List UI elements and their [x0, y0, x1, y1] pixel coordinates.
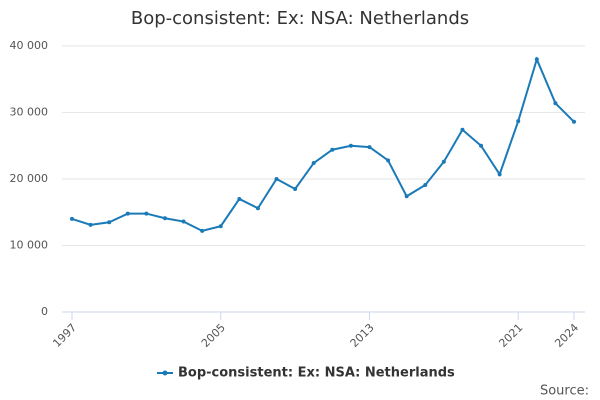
point	[534, 57, 539, 62]
point	[441, 159, 446, 164]
point	[572, 119, 576, 124]
point	[479, 143, 484, 148]
point	[516, 119, 521, 124]
point	[218, 224, 223, 229]
y-tick-label: 10 000	[10, 239, 49, 252]
source: Source:	[540, 384, 589, 399]
point	[255, 206, 260, 211]
point	[553, 101, 558, 106]
point	[70, 216, 74, 221]
y-tick-label: 20 000	[10, 172, 49, 185]
point	[144, 211, 149, 216]
point	[200, 228, 205, 233]
point	[330, 147, 335, 152]
y-tick-label: 30 000	[10, 106, 49, 119]
point	[367, 145, 372, 150]
point	[423, 182, 428, 187]
point	[181, 219, 186, 224]
point	[497, 172, 502, 177]
point	[460, 127, 465, 132]
point	[311, 161, 316, 166]
x-tick-label: 2024	[552, 321, 581, 350]
point	[293, 186, 298, 191]
legend-label: Bop-consistent: Ex: NSA: Netherlands	[178, 366, 455, 381]
point	[274, 177, 279, 181]
point	[162, 216, 167, 221]
legend-marker	[162, 370, 168, 376]
point	[125, 211, 130, 216]
y-tick-label: 0	[41, 305, 48, 318]
y-tick-label: 40 000	[10, 39, 49, 52]
point	[386, 158, 391, 163]
point	[88, 222, 93, 227]
x-tick-label: 2013	[348, 321, 377, 350]
x-tick-label: 2005	[199, 321, 228, 350]
point	[237, 196, 242, 201]
chart-title: Bop-consistent: Ex: NSA: Netherlands	[131, 8, 469, 29]
point	[107, 220, 112, 225]
point	[348, 143, 353, 148]
point	[404, 194, 409, 199]
x-tick-label: 1997	[50, 321, 79, 350]
series-line	[71, 56, 575, 232]
x-tick-label: 2021	[496, 321, 525, 350]
